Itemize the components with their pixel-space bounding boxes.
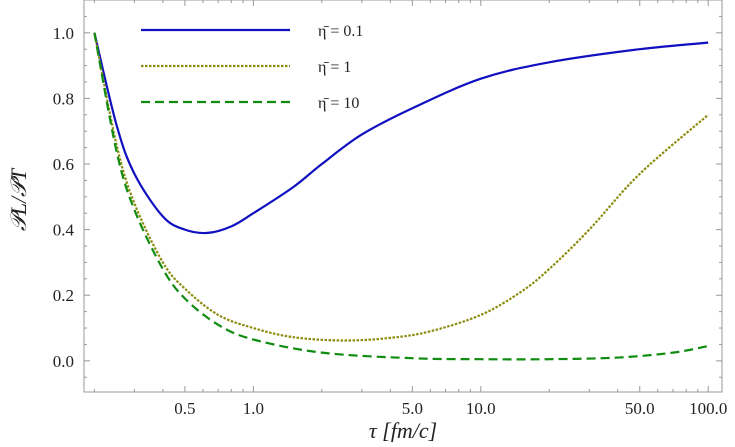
legend-label: η̄ = 1 (318, 59, 351, 76)
plot-frame (83, 0, 723, 393)
y-tick-label: 0.8 (53, 89, 74, 108)
y-tick-label: 0.4 (53, 221, 75, 240)
series-line-1 (93, 32, 709, 342)
x-tick-label: 0.5 (174, 399, 195, 418)
y-axis-label: 𝒫L/𝒫T (6, 167, 31, 231)
legend-label: η̄ = 10 (318, 95, 359, 112)
y-tick-label: 0.6 (53, 155, 74, 174)
x-tick-label: 50.0 (625, 399, 655, 418)
x-axis-label: τ [fm/c] (369, 418, 437, 442)
series-line-0 (93, 32, 709, 235)
x-tick-label: 100.0 (689, 399, 727, 418)
x-tick-label: 5.0 (402, 399, 423, 418)
x-tick-label: 10.0 (466, 399, 496, 418)
y-tick-label: 0.2 (53, 286, 74, 305)
x-tick-label: 1.0 (243, 399, 264, 418)
y-tick-label: 0.0 (53, 352, 74, 371)
legend-label: η̄ = 0.1 (318, 23, 363, 40)
series-line-2 (93, 32, 709, 361)
y-tick-label: 1.0 (53, 24, 74, 43)
